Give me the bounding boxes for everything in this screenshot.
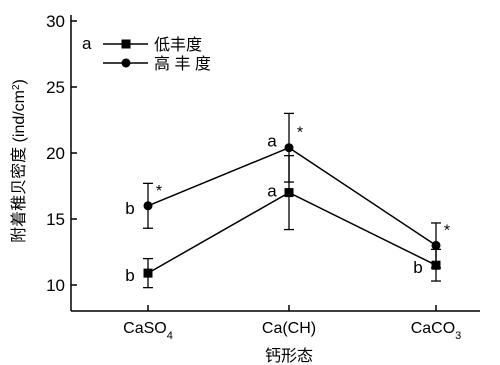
- y-tick-label: 10: [46, 276, 65, 295]
- significance-star: *: [297, 125, 303, 142]
- series-1: b a b: [125, 154, 441, 289]
- significance-star: *: [156, 183, 162, 200]
- legend-item: 低丰度: [103, 36, 202, 54]
- series-2: b a * * *: [125, 112, 450, 269]
- y-tick-label: 20: [46, 144, 65, 163]
- legend-marker: [121, 39, 131, 49]
- significance-letter: a: [267, 132, 277, 151]
- data-point: [431, 240, 441, 250]
- x-tick-label: Ca(CH): [262, 320, 316, 337]
- y-axis-title-tail: ): [11, 79, 28, 84]
- significance-letter: b: [413, 258, 422, 277]
- legend-item: 高 丰 度: [103, 55, 211, 73]
- legend-marker: [121, 58, 131, 68]
- x-tick-label: CaCO3: [411, 320, 462, 342]
- axes: [70, 15, 480, 312]
- data-point: [143, 268, 153, 278]
- x-axis-title: 钙形态: [265, 347, 313, 365]
- significance-letter: b: [125, 266, 134, 285]
- significance-letter: b: [125, 199, 134, 218]
- x-tick-label: CaSO4: [123, 320, 173, 342]
- data-point: [143, 201, 153, 211]
- series-layer: b a b b a * * *: [125, 112, 450, 289]
- y-tick-label: 25: [46, 78, 65, 97]
- legend-label: 低丰度: [154, 36, 202, 54]
- panel-label: a: [82, 34, 92, 53]
- y-axis-title: 附着稚贝密度 (ind/cm2): [10, 79, 28, 243]
- significance-star: *: [444, 222, 450, 239]
- y-axis-title-superscript: 2: [11, 84, 22, 90]
- y-axis-title-main: 附着稚贝密度 (ind/cm: [10, 90, 28, 243]
- y-tick-label: 30: [46, 12, 65, 31]
- significance-letter: a: [267, 182, 277, 201]
- tick-group: 10 15 20 25 30 CaSO4 Ca(CH) CaCO3: [46, 12, 461, 342]
- data-point: [284, 143, 294, 153]
- series-line: [147, 191, 437, 274]
- legend-label: 高 丰 度: [154, 55, 211, 73]
- data-point: [284, 188, 294, 198]
- y-tick-label: 15: [46, 210, 65, 229]
